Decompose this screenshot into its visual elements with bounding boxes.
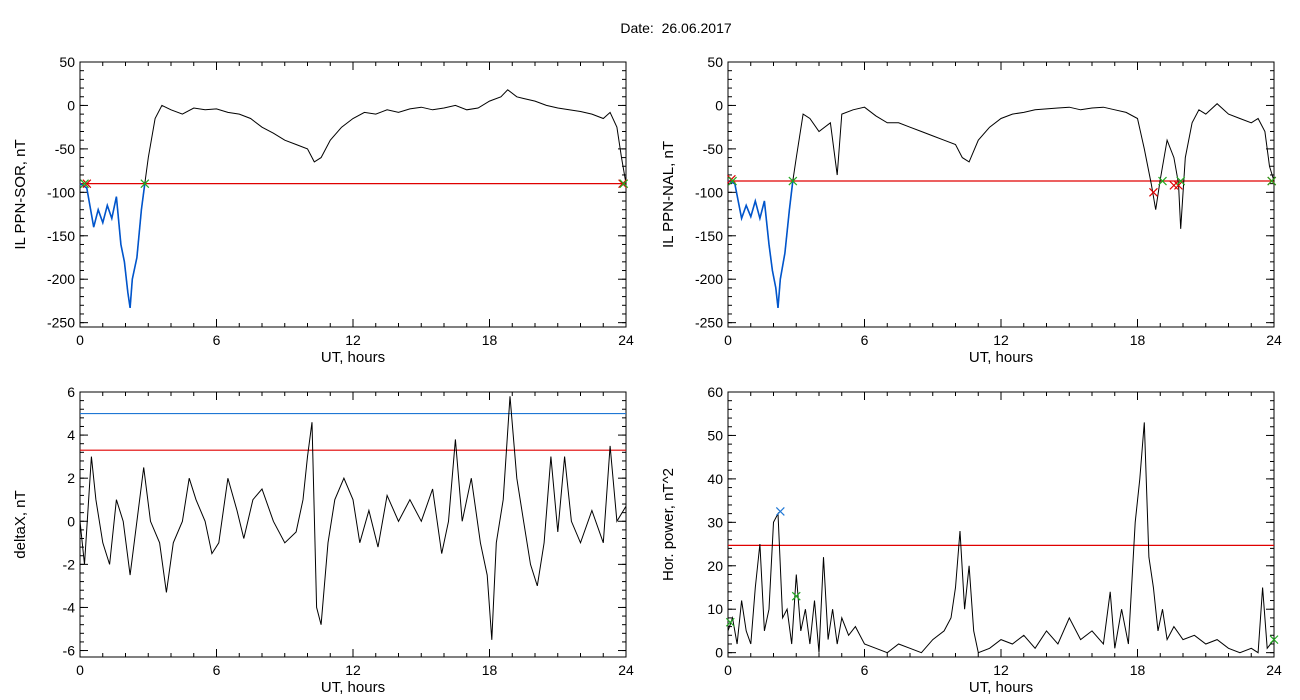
p3-xtick-label: 6 [213, 662, 221, 678]
p2-series-line [727, 103, 1275, 308]
p3-frame [79, 391, 627, 658]
p2-marker-green [1176, 176, 1186, 186]
p4-marker-green [791, 591, 801, 601]
p1-ytick-label: 50 [59, 54, 75, 70]
p2-marker-green [1267, 176, 1277, 186]
p4-xtick-label: 6 [861, 662, 869, 678]
p1-ytick-label: -200 [47, 271, 75, 287]
figure-title: Date: 26.06.2017 [620, 20, 732, 36]
p1-ytick-label: 0 [67, 97, 75, 113]
p1-xtick-label: 0 [76, 332, 84, 348]
p4-frame [727, 391, 1275, 658]
p4-ytick-label: 40 [707, 471, 723, 487]
p2-marker-red [1174, 180, 1183, 190]
p3-ytick-label: 0 [67, 513, 75, 529]
p1-marker-green [140, 179, 150, 189]
p1-xtick-label: 24 [618, 332, 634, 348]
p2-frame [727, 61, 1275, 328]
p1-xtick-label: 12 [345, 332, 361, 348]
p2-xlabel: UT, hours [969, 349, 1033, 366]
p1-marker-green [80, 179, 89, 189]
p1-xtick-label: 18 [482, 332, 498, 348]
p4-xlabel: UT, hours [969, 679, 1033, 696]
p1-frame [79, 61, 627, 328]
p4-xtick-label: 12 [993, 662, 1009, 678]
p2-marker-green [788, 176, 798, 186]
p1-marker-red [618, 179, 628, 189]
p1-series-line [79, 89, 627, 308]
p2-ytick-label: 50 [707, 54, 723, 70]
p3-series-line [79, 396, 627, 640]
p4-ytick-label: 20 [707, 558, 723, 574]
p4-ytick-label: 50 [707, 427, 723, 443]
p4-xtick-label: 24 [1266, 662, 1282, 678]
p1-ytick-label: -250 [47, 315, 75, 331]
p1-marker-red [82, 179, 92, 189]
p3-xtick-label: 18 [482, 662, 498, 678]
p2-xtick-label: 18 [1130, 332, 1146, 348]
p4-ytick-label: 10 [707, 601, 723, 617]
p2-xtick-label: 6 [861, 332, 869, 348]
p1-ytick-label: -150 [47, 228, 75, 244]
p2-ytick-label: -200 [695, 271, 723, 287]
p3-ylabel: deltaX, nT [12, 490, 29, 558]
p2-ytick-label: -150 [695, 228, 723, 244]
p1-marker-green [619, 179, 629, 189]
p2-ytick-label: 0 [715, 97, 723, 113]
p2-xtick-label: 12 [993, 332, 1009, 348]
p3-ytick-label: 4 [67, 427, 75, 443]
p3-ytick-label: -2 [63, 556, 76, 572]
p2-ytick-label: -100 [695, 184, 723, 200]
p3-xtick-label: 0 [76, 662, 84, 678]
p4-ytick-label: 0 [715, 645, 723, 661]
p2-ylabel: IL PPN-NAL, nT [660, 141, 677, 248]
p2-ytick-label: -50 [703, 141, 723, 157]
p1-interval-line [79, 182, 146, 309]
p3-xtick-label: 12 [345, 662, 361, 678]
p4-xtick-label: 0 [724, 662, 732, 678]
p2-interval-line [727, 180, 794, 308]
p4-series-line [727, 422, 1275, 654]
p3-xlabel: UT, hours [321, 679, 385, 696]
p3-ytick-label: 6 [67, 384, 75, 400]
p1-ytick-label: -100 [47, 184, 75, 200]
p1-ytick-label: -50 [55, 141, 75, 157]
p1-xlabel: UT, hours [321, 349, 385, 366]
p2-marker-red [1149, 187, 1158, 197]
p4-ytick-label: 60 [707, 384, 723, 400]
p4-ytick-label: 30 [707, 514, 723, 530]
p3-ytick-label: 2 [67, 470, 75, 486]
p4-marker-green [725, 617, 735, 627]
p2-marker-green [1158, 176, 1167, 186]
p4-ylabel: Hor. power, nT^2 [660, 468, 677, 581]
p1-xtick-label: 6 [213, 332, 221, 348]
p3-xtick-label: 24 [618, 662, 634, 678]
p4-xtick-label: 18 [1130, 662, 1146, 678]
p2-xtick-label: 24 [1266, 332, 1282, 348]
p2-ytick-label: -250 [695, 315, 723, 331]
p4-marker-blue [775, 507, 785, 516]
p3-ytick-label: -4 [63, 599, 76, 615]
p3-ytick-label: -6 [63, 643, 76, 659]
p4-marker-green [1269, 635, 1279, 645]
p2-xtick-label: 0 [724, 332, 732, 348]
p2-marker-green [728, 176, 737, 186]
p1-ylabel: IL PPN-SOR, nT [12, 139, 29, 249]
